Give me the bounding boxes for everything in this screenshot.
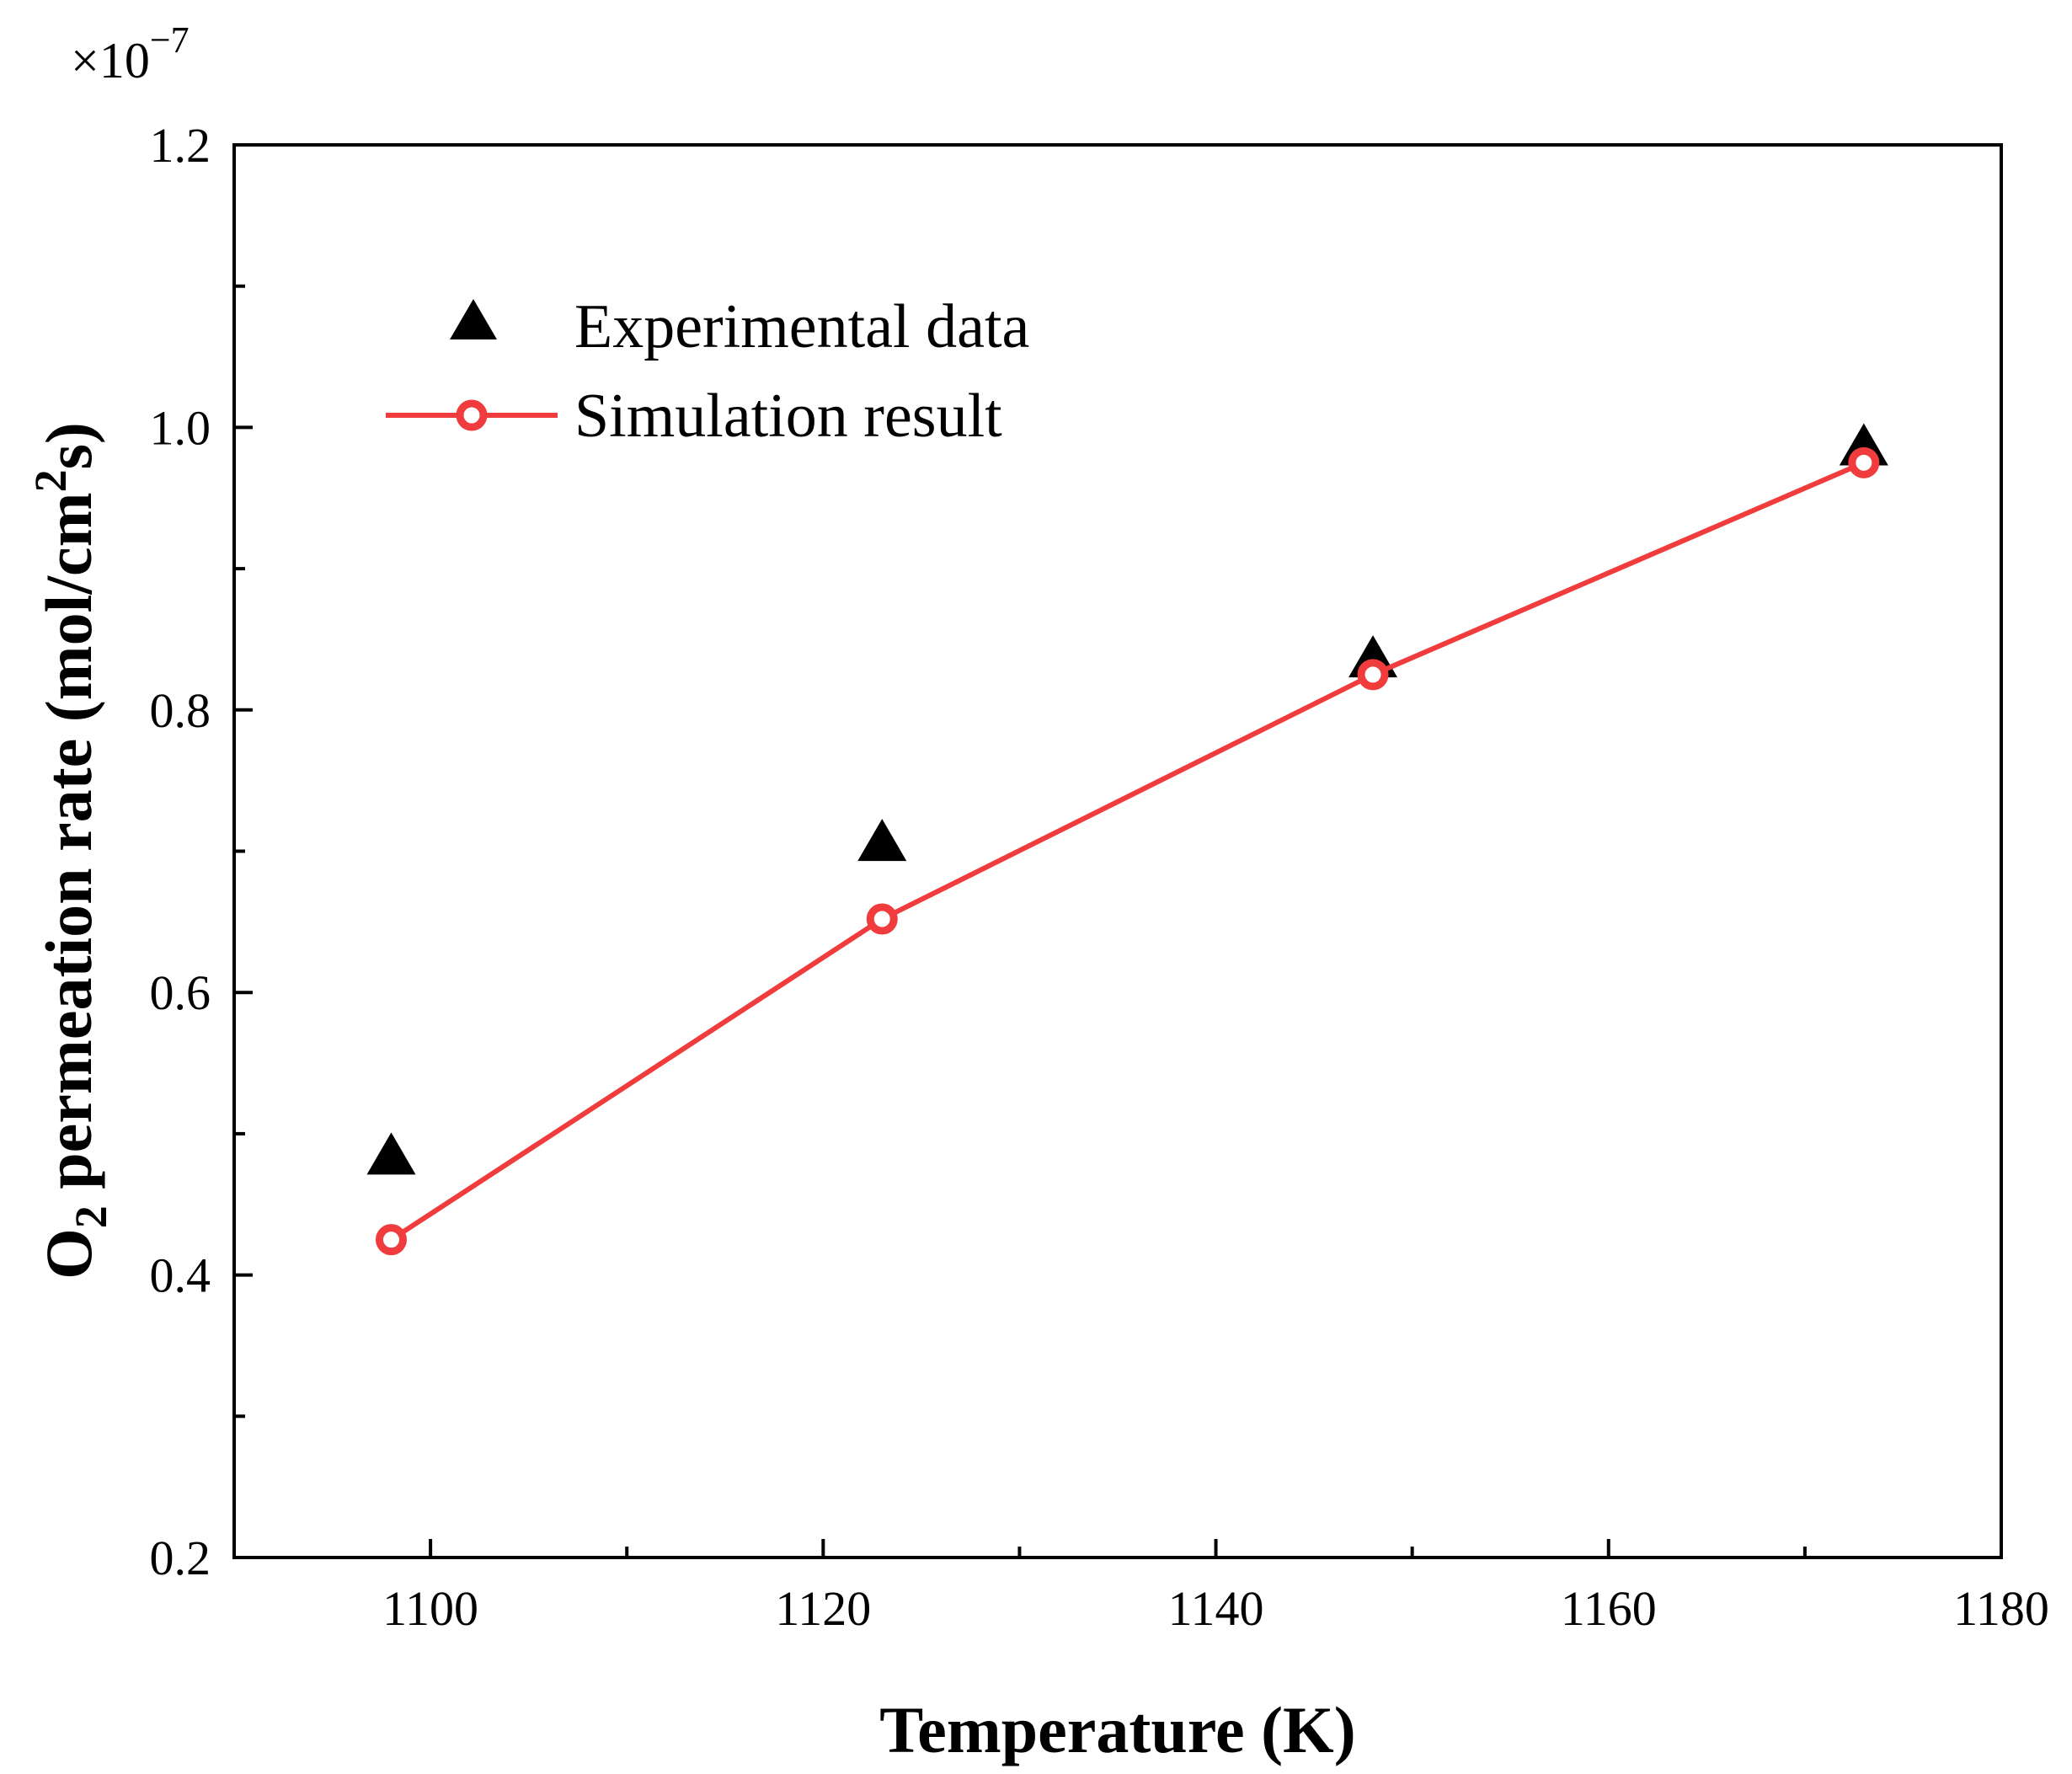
simulation-point-1173	[1848, 446, 1880, 478]
simulation-point-1098	[375, 1224, 407, 1256]
y-axis-title: O2 permeation rate (mol/cm2s)	[25, 422, 116, 1280]
experimental-point-1123	[857, 819, 907, 862]
x-tick-label-1180: 1180	[1953, 1581, 2049, 1636]
y-multiplier-base: ×10	[71, 33, 150, 88]
x-tick-label-1100: 1100	[382, 1581, 478, 1636]
y-axis-title-prefix: O	[32, 1228, 105, 1280]
x-axis-ticks	[232, 1539, 2003, 1558]
x-tick-label-1160: 1160	[1561, 1581, 1657, 1636]
simulation-line	[389, 460, 1866, 1242]
y-tick-label-0.4: 0.4	[150, 1248, 211, 1303]
y-tick-label-0.2: 0.2	[150, 1531, 211, 1585]
y-axis-title-suffix: s)	[32, 422, 105, 469]
y-multiplier-exponent: −7	[150, 19, 190, 61]
legend-label-simulation: Simulation result	[574, 382, 1002, 451]
plot-area-frame	[232, 143, 2003, 1559]
x-tick-label-1120: 1120	[775, 1581, 871, 1636]
y-tick-label-1.0: 1.0	[150, 400, 211, 455]
simulation-point-1123	[866, 903, 898, 935]
y-tick-label-0.6: 0.6	[150, 965, 211, 1020]
x-axis-title: Temperature (K)	[879, 1693, 1355, 1766]
x-tick-label-1140: 1140	[1168, 1581, 1264, 1636]
y-axis-tick-labels: 0.2 0.4 0.6 0.8 1.0 1.2	[150, 118, 211, 1585]
simulation-point-1148	[1357, 659, 1389, 691]
y-tick-label-1.2: 1.2	[150, 118, 211, 173]
legend-label-experimental: Experimental data	[574, 292, 1029, 361]
y-axis-title-middle: permeation rate (mol/cm	[32, 492, 105, 1205]
experimental-point-1098	[366, 1132, 416, 1175]
y-tick-label-0.8: 0.8	[150, 683, 211, 738]
legend: Experimental data Simulation result	[386, 292, 1029, 451]
x-axis-tick-labels: 1100 1120 1140 1160 1180	[382, 1581, 2049, 1636]
y-axis-ticks	[234, 143, 253, 1559]
legend-marker-experimental	[450, 299, 497, 339]
legend-marker-simulation	[456, 399, 488, 431]
y-axis-title-superscript: 2	[25, 469, 76, 492]
y-axis-title-subscript: 2	[66, 1205, 116, 1228]
series-simulation-result	[375, 446, 1880, 1256]
y-multiplier-label: ×10−7	[71, 19, 190, 88]
